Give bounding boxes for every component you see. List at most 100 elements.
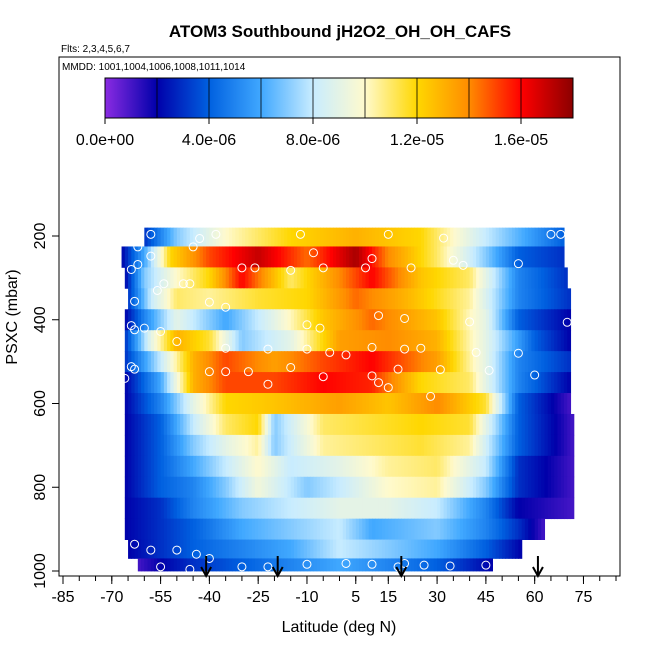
heatmap-cell (511, 413, 516, 436)
x-tick-label: 45 (477, 589, 495, 606)
heatmap-cell (137, 246, 142, 268)
heatmap-cell (267, 558, 272, 572)
heatmap-cell (183, 413, 188, 436)
heatmap-cell (186, 227, 191, 247)
heatmap-cell (310, 309, 315, 331)
heatmap-cell (537, 413, 542, 436)
heatmap-cell (271, 330, 276, 352)
heatmap-cell (254, 497, 259, 520)
heatmap-cell (368, 518, 373, 540)
heatmap-cell (186, 558, 191, 572)
heatmap-cell (554, 330, 559, 352)
heatmap-cell (401, 434, 406, 457)
heatmap-cell (329, 393, 334, 415)
heatmap-cell (163, 309, 168, 331)
heatmap-cell (238, 539, 243, 559)
heatmap-cell (167, 246, 171, 268)
heatmap-cell (537, 434, 542, 457)
heatmap-cell (560, 246, 565, 268)
heatmap-cell (134, 518, 139, 540)
heatmap-cell (411, 227, 415, 247)
heatmap-cell (141, 351, 145, 373)
heatmap-cell (385, 330, 389, 352)
heatmap-cell (339, 476, 344, 499)
heatmap-cell (258, 246, 263, 268)
heatmap-cell (541, 497, 546, 520)
heatmap-cell (511, 227, 516, 247)
heatmap-cell (420, 227, 425, 247)
heatmap-cell (381, 351, 386, 373)
heatmap-cell (267, 476, 272, 499)
heatmap-cell (261, 246, 266, 268)
heatmap-cell (245, 351, 250, 373)
heatmap-cell (280, 393, 285, 415)
heatmap-cell (150, 558, 155, 572)
heatmap-cell (456, 539, 461, 559)
heatmap-cell (459, 227, 464, 247)
heatmap-cell (567, 288, 572, 310)
heatmap-cell (219, 393, 223, 415)
heatmap-cell (554, 246, 559, 268)
heatmap-row (124, 351, 572, 373)
heatmap-cell (251, 393, 256, 415)
heatmap-cell (290, 372, 295, 394)
heatmap-cell (173, 227, 178, 247)
heatmap-cell (498, 227, 503, 247)
heatmap-cell (293, 518, 298, 540)
heatmap-cell (469, 351, 474, 373)
observation-point (513, 348, 523, 358)
heatmap-cell (186, 330, 191, 352)
heatmap-cell (518, 497, 523, 520)
heatmap-cell (147, 330, 152, 352)
heatmap-cell (424, 497, 428, 520)
heatmap-cell (570, 497, 575, 520)
heatmap-cell (391, 372, 396, 394)
heatmap-cell (427, 518, 432, 540)
heatmap-cell (329, 539, 334, 559)
heatmap-cell (300, 246, 305, 268)
heatmap-cell (515, 288, 520, 310)
heatmap-cell (534, 393, 539, 415)
heatmap-cell (277, 227, 282, 247)
heatmap-cell (176, 309, 181, 331)
heatmap-cell (398, 497, 402, 520)
heatmap-cell (293, 372, 298, 394)
heatmap-cell (144, 267, 149, 289)
heatmap-cell (245, 558, 250, 572)
heatmap-cell (495, 246, 500, 268)
heatmap-cell (433, 393, 438, 415)
heatmap-cell (326, 434, 331, 457)
heatmap-cell (235, 227, 240, 247)
heatmap-cell (202, 539, 207, 559)
heatmap-cell (427, 413, 432, 436)
heatmap-cell (502, 393, 506, 415)
heatmap-cell (332, 309, 337, 331)
heatmap-cell (173, 434, 178, 457)
heatmap-cell (554, 351, 559, 373)
observation-point (374, 311, 384, 321)
heatmap-cell (550, 309, 555, 331)
heatmap-cell (469, 330, 474, 352)
heatmap-cell (300, 413, 305, 436)
heatmap-cell (479, 393, 484, 415)
heatmap-cell (378, 246, 383, 268)
heatmap-cell (306, 476, 311, 499)
heatmap-cell (515, 434, 520, 457)
heatmap-cell (466, 476, 471, 499)
x-tick-label: -85 (51, 589, 74, 606)
heatmap-cell (404, 518, 409, 540)
heatmap-cell (225, 309, 230, 331)
heatmap-cell (485, 351, 490, 373)
heatmap-cell (163, 372, 168, 394)
heatmap-cell (531, 227, 536, 247)
heatmap-cell (440, 476, 445, 499)
heatmap-cell (199, 246, 204, 268)
heatmap-cell (163, 267, 168, 289)
heatmap-cell (167, 434, 171, 457)
heatmap-cell (498, 393, 503, 415)
heatmap-cell (180, 372, 184, 394)
heatmap-cell (300, 351, 305, 373)
heatmap-cell (215, 288, 220, 310)
heatmap-cell (476, 455, 480, 478)
heatmap-cell (277, 518, 282, 540)
